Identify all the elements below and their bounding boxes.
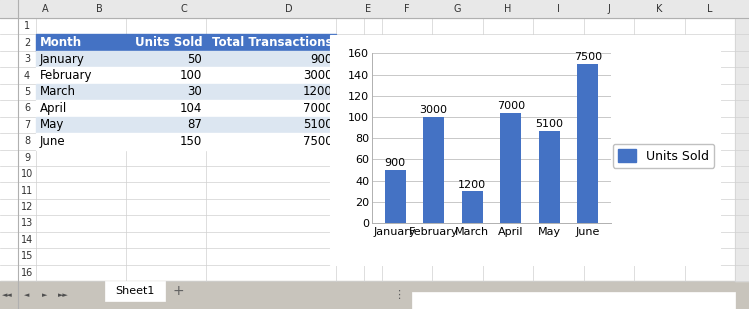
Text: April: April <box>40 102 67 115</box>
Text: 6: 6 <box>24 104 30 113</box>
Text: F: F <box>404 4 410 14</box>
Text: Sheet1: Sheet1 <box>115 286 154 296</box>
Bar <box>412 292 735 309</box>
Text: ►: ► <box>42 292 48 298</box>
Bar <box>500 113 521 223</box>
Text: 1200: 1200 <box>303 86 333 99</box>
Text: 11: 11 <box>21 186 33 196</box>
Bar <box>577 64 598 223</box>
Text: 5100: 5100 <box>536 119 563 129</box>
Text: 3: 3 <box>24 54 30 64</box>
Bar <box>0 0 735 18</box>
Text: 87: 87 <box>187 118 202 131</box>
Text: B: B <box>96 4 103 14</box>
Legend: Units Sold: Units Sold <box>613 144 715 167</box>
Bar <box>36 51 336 67</box>
Bar <box>36 34 336 51</box>
Text: E: E <box>365 4 371 14</box>
Text: 900: 900 <box>384 159 406 168</box>
Text: D: D <box>285 4 293 14</box>
Bar <box>330 35 720 265</box>
Bar <box>735 0 749 281</box>
Text: 2: 2 <box>24 38 30 48</box>
Text: ⋮: ⋮ <box>393 290 404 300</box>
Text: 3000: 3000 <box>419 105 448 115</box>
Text: 14: 14 <box>21 235 33 245</box>
Text: 50: 50 <box>187 53 202 66</box>
Text: G: G <box>454 4 461 14</box>
Text: Total Transactions: Total Transactions <box>212 36 333 49</box>
Text: 3000: 3000 <box>303 69 333 82</box>
Text: 13: 13 <box>21 218 33 228</box>
Text: 5: 5 <box>24 87 30 97</box>
Text: J: J <box>607 4 610 14</box>
Text: Month: Month <box>40 36 82 49</box>
Bar <box>539 131 560 223</box>
Text: 9: 9 <box>24 153 30 163</box>
Text: 8: 8 <box>24 136 30 146</box>
Text: 7500: 7500 <box>574 53 601 62</box>
Bar <box>336 150 364 166</box>
Bar <box>36 116 336 133</box>
Text: 10: 10 <box>21 169 33 179</box>
Text: 30: 30 <box>187 86 202 99</box>
Text: 1200: 1200 <box>458 180 486 190</box>
Bar <box>0 18 735 281</box>
Bar <box>105 281 165 301</box>
Text: 15: 15 <box>21 251 33 261</box>
Text: 7: 7 <box>24 120 30 130</box>
Text: +: + <box>172 284 184 298</box>
Bar <box>36 84 336 100</box>
Text: 7500: 7500 <box>303 135 333 148</box>
Text: 4: 4 <box>24 70 30 81</box>
Text: K: K <box>656 4 663 14</box>
Text: ◄◄: ◄◄ <box>2 292 13 298</box>
Text: 16: 16 <box>21 268 33 278</box>
Text: I: I <box>557 4 560 14</box>
Bar <box>384 170 406 223</box>
Text: C: C <box>181 4 187 14</box>
Text: February: February <box>40 69 92 82</box>
Text: L: L <box>707 4 712 14</box>
Bar <box>0 281 749 309</box>
Text: 7000: 7000 <box>303 102 333 115</box>
Text: May: May <box>40 118 64 131</box>
Text: A: A <box>42 4 49 14</box>
Text: January: January <box>40 53 85 66</box>
Text: 104: 104 <box>180 102 202 115</box>
Bar <box>423 117 444 223</box>
Text: ◄: ◄ <box>23 292 29 298</box>
Text: 5100: 5100 <box>303 118 333 131</box>
Bar <box>36 67 336 84</box>
Text: 100: 100 <box>180 69 202 82</box>
Bar <box>461 191 483 223</box>
Text: ►►: ►► <box>58 292 69 298</box>
Text: Units Sold: Units Sold <box>135 36 202 49</box>
Bar <box>36 100 336 116</box>
Text: H: H <box>504 4 512 14</box>
Text: 7000: 7000 <box>497 101 525 111</box>
Text: June: June <box>40 135 65 148</box>
Bar <box>36 133 336 150</box>
Text: 12: 12 <box>21 202 33 212</box>
Text: March: March <box>40 86 76 99</box>
Text: 900: 900 <box>310 53 333 66</box>
Text: 150: 150 <box>180 135 202 148</box>
Text: 1: 1 <box>24 21 30 31</box>
